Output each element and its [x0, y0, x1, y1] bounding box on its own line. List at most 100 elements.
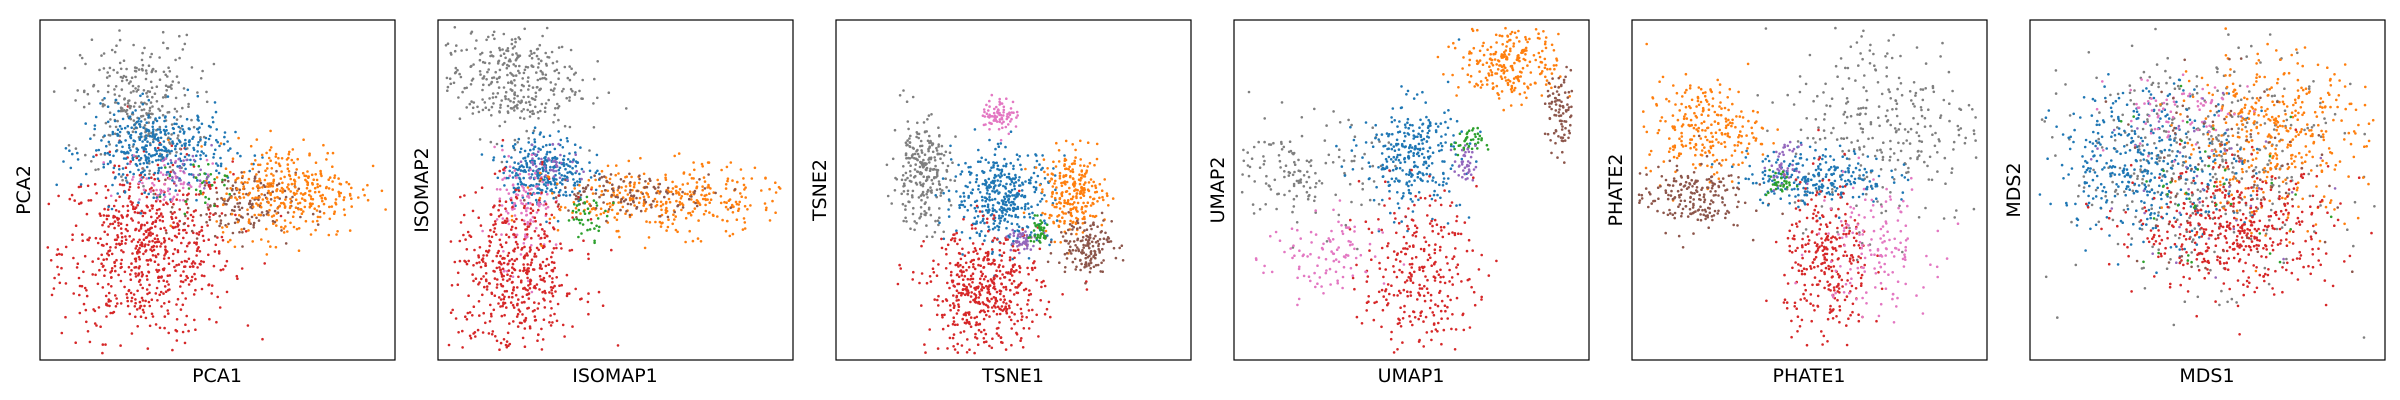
pca-point-gray	[101, 104, 105, 108]
pca-point-orange	[316, 219, 319, 223]
pca-point-gray	[142, 108, 146, 111]
pca-point-orange	[267, 156, 271, 160]
isomap-point-red	[515, 315, 519, 318]
isomap-point-pink	[508, 165, 512, 168]
isomap-point-gray	[534, 105, 537, 109]
pca-point-gray	[92, 133, 96, 137]
tsne-point-red	[980, 274, 984, 278]
pca-point-gray	[174, 58, 177, 62]
pca-point-blue	[135, 120, 139, 124]
pca-point-gray	[63, 66, 67, 70]
pca-point-blue	[131, 158, 135, 162]
tsne-point-blue	[992, 165, 995, 169]
tsne-point-red	[983, 310, 986, 314]
pca-point-orange	[282, 227, 286, 230]
isomap-point-red	[505, 306, 508, 309]
pca-point-red	[102, 221, 106, 224]
isomap-point-red	[508, 342, 512, 346]
isomap-point-gray	[499, 103, 502, 107]
pca-point-purple	[198, 179, 202, 182]
tsne-point-blue	[1010, 214, 1013, 218]
pca-point-red	[196, 266, 199, 269]
isomap-point-gray	[530, 52, 533, 55]
pca-point-red	[129, 278, 133, 282]
isomap-point-blue	[543, 178, 546, 181]
pca-point-gray	[170, 87, 173, 90]
tsne-point-blue	[979, 221, 982, 224]
pca-point-orange	[261, 198, 265, 201]
tsne-point-blue	[1034, 180, 1038, 184]
pca-point-orange	[275, 188, 279, 191]
isomap-point-blue	[511, 201, 514, 205]
pca-point-red	[145, 230, 148, 233]
isomap-point-red	[499, 298, 503, 301]
pca-point-blue	[116, 128, 120, 131]
pca-point-blue	[160, 148, 163, 152]
pca-point-red	[143, 304, 146, 308]
isomap-point-blue	[523, 149, 527, 153]
pca-point-orange	[277, 156, 280, 160]
isomap-point-blue	[559, 181, 562, 184]
tsne-point-red	[973, 247, 977, 250]
pca-point-red	[82, 302, 86, 306]
pca-point-orange	[327, 187, 331, 190]
tsne-point-gray	[916, 132, 919, 136]
pca-point-brown	[224, 202, 227, 206]
isomap-point-orange	[616, 212, 620, 215]
pca-point-brown	[257, 170, 261, 174]
isomap-point-red	[508, 277, 511, 281]
isomap-point-orange	[699, 240, 703, 243]
isomap-point-red	[522, 206, 526, 210]
tsne-point-blue	[1019, 163, 1022, 167]
tsne-point-gray	[906, 143, 909, 147]
pca-point-red	[107, 249, 110, 253]
isomap-point-blue	[500, 144, 504, 148]
tsne-point-pink	[998, 120, 1002, 124]
pca-point-orange	[291, 148, 295, 151]
tsne-point-blue	[996, 201, 1000, 204]
isomap-point-orange	[587, 178, 591, 182]
isomap-point-blue	[503, 155, 506, 158]
pca-point-red	[154, 225, 157, 228]
isomap-point-red	[463, 259, 466, 263]
pca-point-red	[161, 215, 164, 218]
pca-point-red	[137, 186, 140, 189]
tsne-point-red	[969, 300, 972, 304]
pca-point-red	[160, 305, 163, 308]
isomap-point-blue	[562, 164, 566, 168]
pca-point-brown	[250, 215, 254, 219]
isomap-point-red	[533, 229, 537, 233]
isomap-point-blue	[543, 161, 546, 165]
isomap-point-red	[514, 235, 518, 239]
pca-point-orange	[265, 151, 268, 155]
tsne-point-blue	[1016, 223, 1019, 226]
isomap-point-red	[529, 222, 532, 225]
pca-point-pink	[179, 169, 182, 173]
isomap-point-gray	[565, 96, 568, 100]
pca-point-blue	[195, 154, 198, 157]
isomap-point-orange	[628, 196, 632, 200]
isomap-point-blue	[527, 152, 530, 156]
tsne-point-blue	[1027, 207, 1030, 210]
pca-point-red	[167, 331, 170, 335]
pca-point-orange	[269, 203, 273, 207]
pca-point-blue	[136, 148, 140, 152]
pca-point-gray	[116, 71, 119, 74]
tsne-point-red	[955, 299, 958, 302]
pca-point-orange	[313, 186, 317, 190]
pca-point-red	[154, 323, 158, 326]
tsne-point-blue	[955, 190, 958, 193]
tsne-point-red	[967, 313, 971, 316]
pca-point-orange	[292, 210, 296, 214]
isomap-point-red	[489, 312, 493, 316]
isomap-point-blue	[519, 150, 522, 154]
pca-point-brown	[246, 212, 250, 216]
isomap-point-red	[474, 277, 478, 281]
pca-point-orange	[259, 202, 263, 205]
pca-point-gray	[150, 52, 153, 56]
tsne-point-red	[966, 338, 969, 341]
tsne-point-gray	[928, 161, 931, 164]
pca-point-red	[95, 191, 98, 195]
isomap-point-red	[450, 284, 454, 287]
tsne-point-blue	[983, 196, 987, 199]
